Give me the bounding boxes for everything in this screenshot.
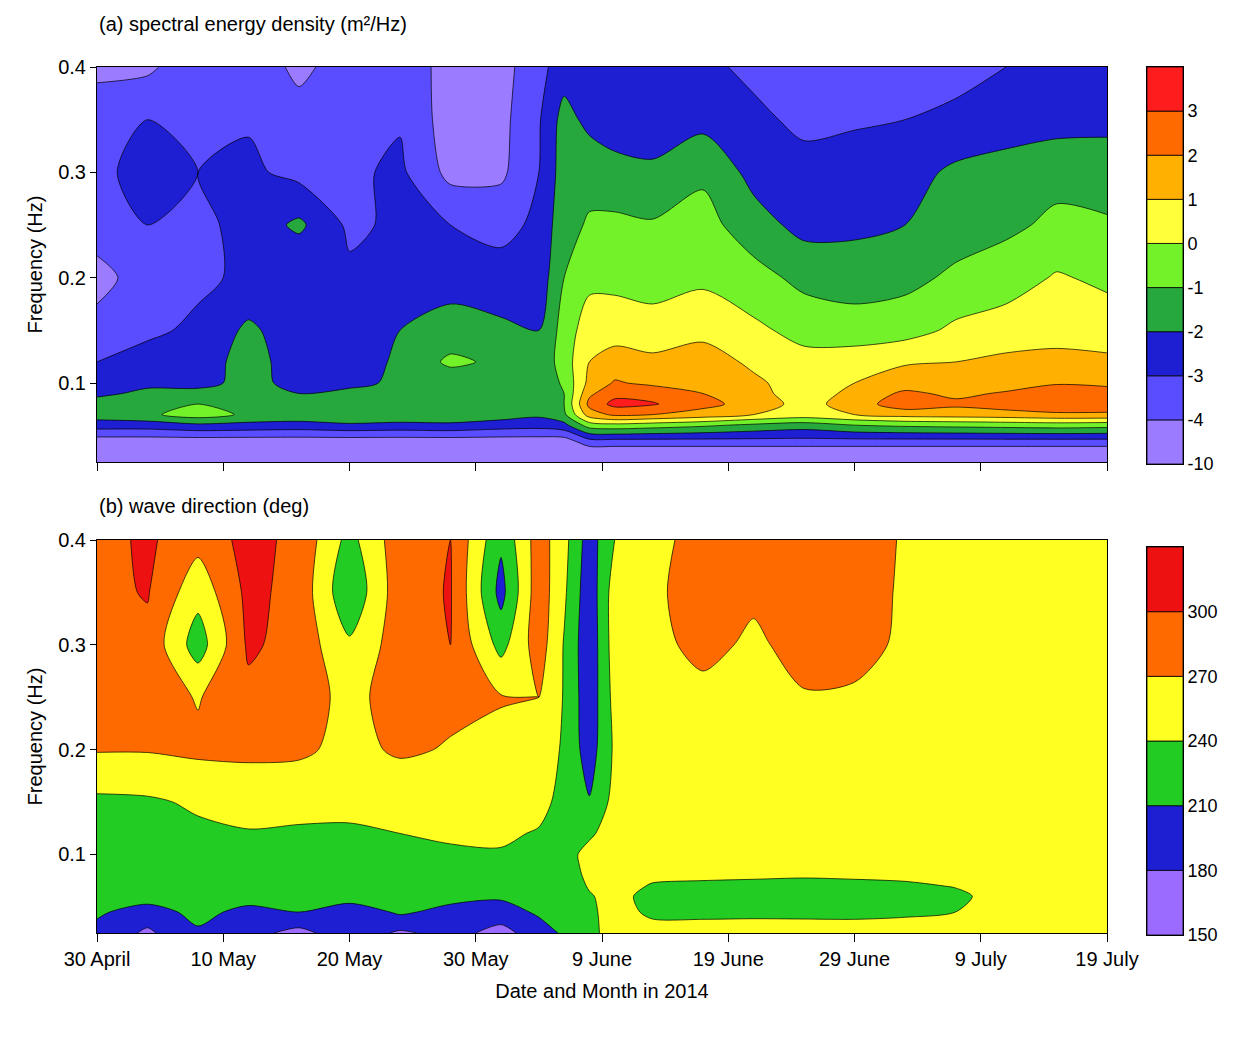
- svg-text:-2: -2: [1188, 322, 1204, 342]
- svg-text:19 July: 19 July: [1075, 948, 1138, 970]
- svg-text:180: 180: [1188, 861, 1218, 881]
- svg-text:0.4: 0.4: [58, 56, 86, 78]
- svg-text:-10: -10: [1188, 454, 1214, 474]
- svg-text:0.2: 0.2: [58, 267, 86, 289]
- svg-text:(b) wave direction (deg): (b) wave direction (deg): [99, 495, 309, 517]
- svg-text:-3: -3: [1188, 366, 1204, 386]
- svg-text:30 April: 30 April: [64, 948, 131, 970]
- svg-text:0.2: 0.2: [58, 739, 86, 761]
- svg-text:300: 300: [1188, 602, 1218, 622]
- svg-text:20 May: 20 May: [317, 948, 383, 970]
- svg-text:2: 2: [1188, 146, 1198, 166]
- svg-text:270: 270: [1188, 667, 1218, 687]
- svg-text:1: 1: [1188, 190, 1198, 210]
- svg-text:0.4: 0.4: [58, 529, 86, 551]
- svg-text:9 June: 9 June: [572, 948, 632, 970]
- svg-text:0: 0: [1188, 234, 1198, 254]
- svg-text:150: 150: [1188, 925, 1218, 945]
- svg-text:19 June: 19 June: [693, 948, 764, 970]
- svg-text:-1: -1: [1188, 278, 1204, 298]
- svg-text:-4: -4: [1188, 410, 1204, 430]
- svg-text:240: 240: [1188, 731, 1218, 751]
- svg-text:30 May: 30 May: [443, 948, 509, 970]
- svg-text:0.3: 0.3: [58, 634, 86, 656]
- svg-text:0.1: 0.1: [58, 843, 86, 865]
- svg-text:Date and Month in 2014: Date and Month in 2014: [495, 980, 709, 1002]
- svg-text:210: 210: [1188, 796, 1218, 816]
- svg-text:3: 3: [1188, 101, 1198, 121]
- svg-text:0.3: 0.3: [58, 161, 86, 183]
- svg-text:(a) spectral energy density (m: (a) spectral energy density (m²/Hz): [99, 13, 407, 35]
- svg-text:Frequency (Hz): Frequency (Hz): [24, 196, 46, 334]
- svg-text:29 June: 29 June: [819, 948, 890, 970]
- svg-text:10 May: 10 May: [190, 948, 256, 970]
- svg-text:Frequency (Hz): Frequency (Hz): [24, 668, 46, 806]
- svg-text:0.1: 0.1: [58, 372, 86, 394]
- svg-text:9 July: 9 July: [955, 948, 1007, 970]
